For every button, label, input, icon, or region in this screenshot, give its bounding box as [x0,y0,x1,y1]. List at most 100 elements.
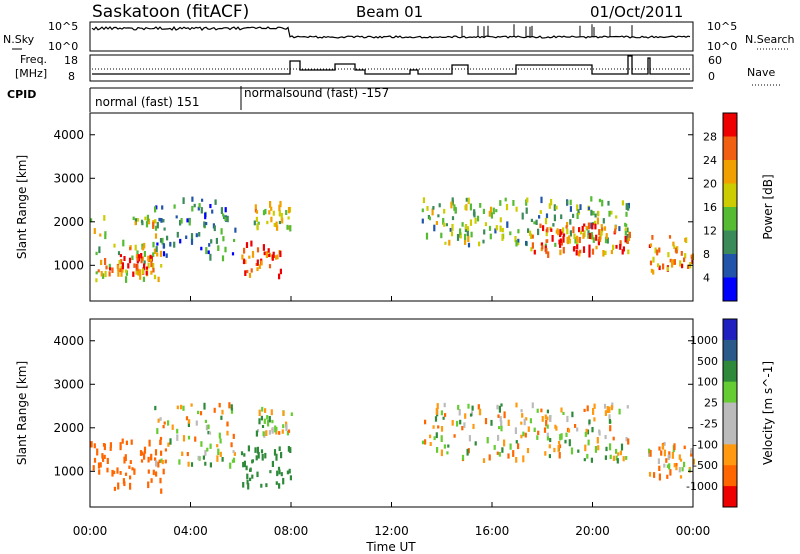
power-echo-cell [470,231,473,238]
power-echo-cell [155,246,158,253]
power-colorbar-tick: 20 [703,178,717,191]
power-echo-cell [266,220,269,225]
power-echo-cell [541,245,544,250]
power-echo-cell [453,204,456,211]
power-echo-cell [683,257,686,263]
velocity-echo-cell [451,420,454,426]
velocity-echo-cell [271,419,274,424]
power-echo-cell [104,258,107,265]
power-echo-cell [505,203,509,211]
velocity-echo-cell [242,482,245,488]
velocity-echo-cell [619,450,622,456]
velocity-echo-cell [285,424,288,431]
velocity-echo-cell [586,453,589,459]
power-echo-cell [279,200,282,208]
power-echo-cell [595,234,598,241]
power-echo-cell [606,237,609,244]
velocity-echo-cell [182,405,185,411]
power-echo-cell [421,208,424,213]
power-echo-cell [143,263,146,270]
power-echo-cell [573,233,576,240]
velocity-echo-cell [275,453,278,461]
power-echo-cell [547,251,550,258]
power-echo-cell [602,218,605,224]
velocity-echo-cell [275,426,278,432]
velocity-echo-cell [564,439,567,444]
power-echo-cell [476,215,480,222]
power-colorbar-swatch [723,207,737,231]
velocity-echo-cell [453,434,456,438]
velocity-echo-cell [525,417,528,421]
power-echo-cell [188,218,191,226]
power-echo-cell [621,249,624,255]
power-echo-cell [286,224,289,230]
velocity-echo-cell [159,417,162,421]
power-echo-cell [566,228,569,235]
velocity-echo-cell [282,477,285,485]
power-echo-cell [268,264,272,269]
power-ylabel: Slant Range [km] [15,155,29,259]
power-echo-cell [95,271,98,275]
power-echo-cell [140,253,143,259]
power-echo-cell [545,239,548,243]
power-echo-cell [221,255,225,262]
velocity-echo-cell [554,424,557,429]
velocity-echo-cell [261,425,265,428]
velocity-echo-cell [667,454,670,461]
power-echo-cell [258,264,261,269]
velocity-echo-cell [200,441,203,447]
power-echo-cell [120,270,123,277]
power-echo-cell [597,210,600,217]
velocity-echo-cell [660,450,663,456]
power-echo-cell [222,236,225,242]
velocity-echo-cell [447,444,450,448]
velocity-echo-cell [251,474,254,479]
power-echo-cell [482,208,485,214]
power-echo-cell [467,197,470,205]
velocity-echo-cell [218,402,221,408]
velocity-echo-cell [226,430,229,436]
power-echo-cell [191,196,194,202]
power-echo-cell [142,246,145,251]
nave-trace [92,55,690,75]
velocity-echo-cell [464,413,467,419]
power-echo-cell [198,203,201,208]
velocity-echo-cell [278,469,281,475]
power-echo-cell [582,232,585,239]
velocity-echo-cell [106,467,109,473]
power-echo-cell [612,244,615,251]
velocity-echo-cell [663,441,666,446]
velocity-ytick-label: 1000 [53,464,84,478]
velocity-echo-cell [160,450,163,456]
velocity-echo-cell [484,418,488,425]
velocity-echo-cell [444,413,447,417]
noise-left-tick-bottom: 10^0 [48,40,78,53]
velocity-echo-cell [256,471,259,478]
velocity-echo-cell [496,404,499,410]
power-echo-cell [133,263,136,268]
power-echo-cell [569,230,572,237]
power-echo-cell [207,250,210,255]
power-echo-cell [217,245,220,251]
velocity-echo-cell [278,431,281,435]
power-echo-cell [262,210,266,216]
velocity-echo-cell [266,415,269,420]
velocity-echo-cell [197,410,200,415]
power-echo-cell [97,269,100,273]
power-echo-cell [651,235,654,240]
power-echo-cell [587,230,590,235]
power-echo-cell [154,233,158,239]
power-echo-cell [565,225,568,229]
velocity-echo-cell [517,443,520,450]
power-echo-cell [482,239,485,244]
power-echo-cell [577,209,580,213]
power-echo-cell [578,250,581,257]
power-echo-cell [490,212,493,219]
velocity-echo-cell [213,407,216,413]
power-colorbar-tick: 24 [703,154,717,167]
velocity-colorbar-tick: -100 [693,438,718,451]
power-echo-cell [521,212,524,220]
velocity-echo-cell [243,460,246,468]
power-echo-cell [569,219,572,225]
power-echo-cell [594,213,597,218]
